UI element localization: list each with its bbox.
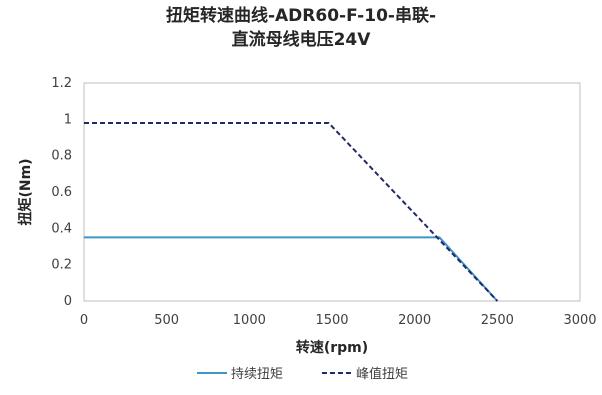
chart-title: 扭矩转速曲线-ADR60-F-10-串联- 直流母线电压24V xyxy=(0,4,602,52)
legend-label: 峰值扭矩 xyxy=(356,366,408,382)
y-tick-label: 0 xyxy=(64,294,72,309)
series-layer xyxy=(84,121,499,302)
x-tick-labels: 0 500 1000 1500 2000 2500 3000 xyxy=(80,313,597,328)
y-tick-label: 0.8 xyxy=(51,149,72,164)
chart-title-line-1: 扭矩转速曲线-ADR60-F-10-串联- xyxy=(165,6,437,26)
y-tick-labels: 0 0.2 0.4 0.6 0.8 1 1.2 xyxy=(51,76,72,309)
series-line xyxy=(84,236,499,302)
x-tick-label: 500 xyxy=(154,313,179,328)
x-tick-label: 3000 xyxy=(563,313,596,328)
plot-area xyxy=(83,82,581,302)
y-tick-label: 1.2 xyxy=(51,76,72,91)
series-line xyxy=(84,121,499,302)
chart-title-line-2: 直流母线电压24V xyxy=(231,30,371,50)
y-tick-label: 0.4 xyxy=(51,221,72,236)
x-tick-label: 2500 xyxy=(481,313,514,328)
y-tick-label: 0.6 xyxy=(51,185,72,200)
x-tick-label: 2000 xyxy=(398,313,431,328)
y-axis-label: 扭矩(Nm) xyxy=(17,158,34,225)
y-tick-label: 0.2 xyxy=(51,258,72,273)
legend-label: 持续扭矩 xyxy=(231,367,283,382)
x-axis-label: 转速(rpm) xyxy=(296,339,368,356)
x-tick-label: 1000 xyxy=(233,313,266,328)
legend: 持续扭矩 峰值扭矩 xyxy=(197,366,408,382)
y-tick-label: 1 xyxy=(64,112,72,127)
x-tick-label: 1500 xyxy=(315,313,348,328)
x-tick-label: 0 xyxy=(80,313,88,328)
